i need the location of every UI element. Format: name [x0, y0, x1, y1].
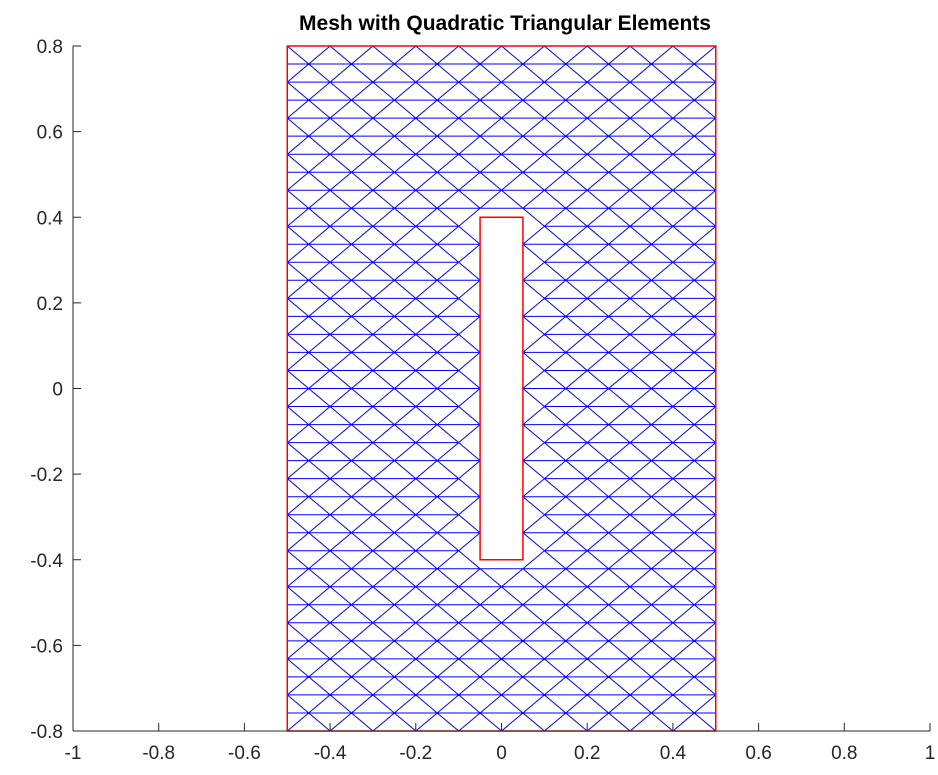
x-tick-label: 0.4: [660, 743, 687, 764]
x-axis-ticks: -1 -0.8 -0.6 -0.4 -0.2 0 0.2 0.4 0.6 0.8 1: [65, 723, 936, 764]
x-tick-label: -0.8: [142, 743, 175, 764]
x-tick-label: -0.4: [314, 743, 347, 764]
y-tick-label: 0.4: [37, 208, 64, 229]
y-tick-label: -0.6: [30, 636, 63, 657]
y-axis-ticks: 0.8 0.6 0.4 0.2 0 -0.2 -0.4 -0.6 -0.8: [30, 37, 81, 743]
geometry-boundary: [286, 45, 717, 732]
y-tick-label: 0.8: [37, 37, 63, 58]
y-tick-label: 0.2: [37, 294, 63, 315]
x-tick-label: 0: [496, 743, 507, 764]
x-tick-label: -0.6: [228, 743, 261, 764]
x-tick-label: 1: [925, 743, 936, 764]
y-tick-label: 0.6: [37, 123, 63, 144]
x-tick-label: 0.6: [745, 743, 771, 764]
y-tick-label: 0: [52, 380, 63, 401]
y-tick-label: -0.4: [30, 551, 63, 572]
chart-title: Mesh with Quadratic Triangular Elements: [299, 12, 711, 35]
x-tick-label: -0.2: [399, 743, 432, 764]
x-tick-label: -1: [65, 743, 82, 764]
y-tick-label: -0.2: [30, 465, 63, 486]
x-tick-label: 0.2: [574, 743, 600, 764]
y-tick-label: -0.8: [30, 722, 63, 743]
hole-boundary: [479, 216, 524, 561]
x-tick-label: 0.8: [831, 743, 857, 764]
